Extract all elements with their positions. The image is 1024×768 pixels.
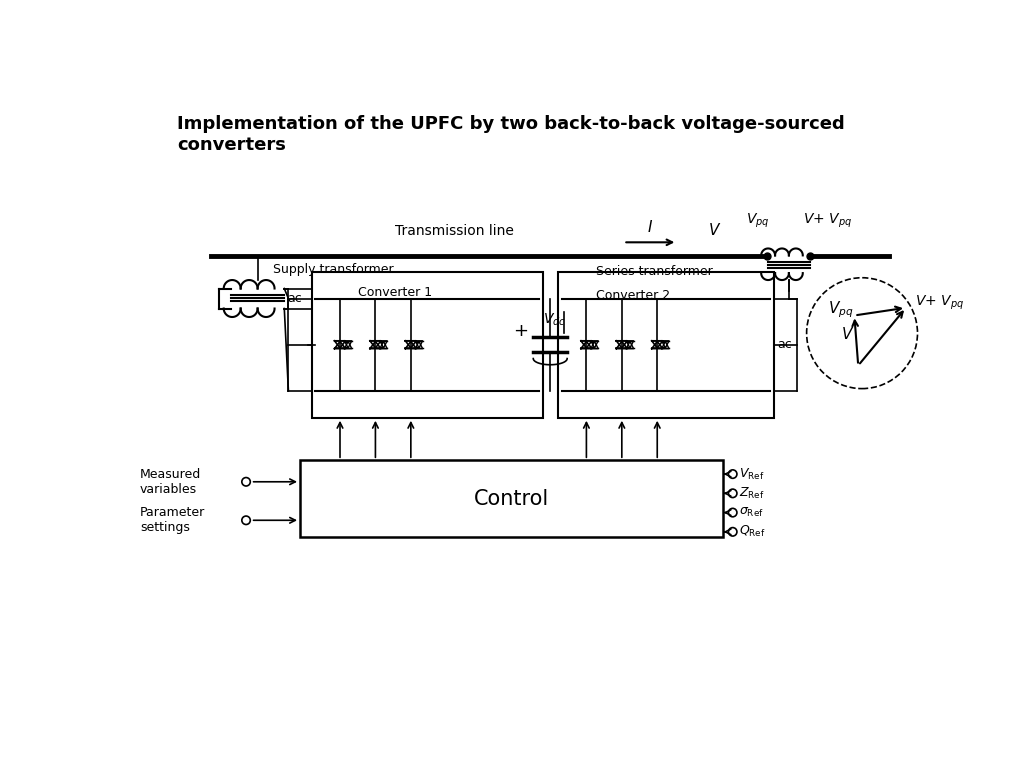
Bar xyxy=(311,272,543,418)
Text: $V_{pq}$: $V_{pq}$ xyxy=(827,300,853,319)
Text: $V_{pq}$: $V_{pq}$ xyxy=(746,212,770,230)
Bar xyxy=(300,460,724,538)
Text: $Z_{\rm Ref}$: $Z_{\rm Ref}$ xyxy=(739,486,765,501)
Text: $V$+ $V_{pq}$: $V$+ $V_{pq}$ xyxy=(803,212,852,230)
Text: Series transformer: Series transformer xyxy=(596,266,713,279)
Text: Implementation of the UPFC by two back-to-back voltage-sourced
converters: Implementation of the UPFC by two back-t… xyxy=(177,115,845,154)
Text: $I$: $I$ xyxy=(647,219,653,234)
Text: $V$: $V$ xyxy=(708,222,721,237)
Text: $V$+ $V_{pq}$: $V$+ $V_{pq}$ xyxy=(915,293,965,312)
Text: ac: ac xyxy=(287,292,302,305)
Text: $V_{\rm Ref}$: $V_{\rm Ref}$ xyxy=(739,466,764,482)
Text: Converter 2: Converter 2 xyxy=(596,289,671,302)
Text: ac: ac xyxy=(777,338,793,351)
Text: Supply transformer: Supply transformer xyxy=(273,263,393,276)
Text: Parameter
settings: Parameter settings xyxy=(140,506,205,535)
Text: Transmission line: Transmission line xyxy=(394,223,513,237)
Text: $V_{dc}$: $V_{dc}$ xyxy=(543,311,565,328)
Bar xyxy=(558,272,773,418)
Text: Converter 1: Converter 1 xyxy=(357,286,432,300)
Text: $V$: $V$ xyxy=(842,326,855,342)
Text: $Q_{\rm Ref}$: $Q_{\rm Ref}$ xyxy=(739,525,766,539)
Text: $\sigma_{\rm Ref}$: $\sigma_{\rm Ref}$ xyxy=(739,506,764,519)
Text: Measured
variables: Measured variables xyxy=(140,468,201,496)
Text: Control: Control xyxy=(474,488,549,508)
Text: +: + xyxy=(513,322,528,340)
